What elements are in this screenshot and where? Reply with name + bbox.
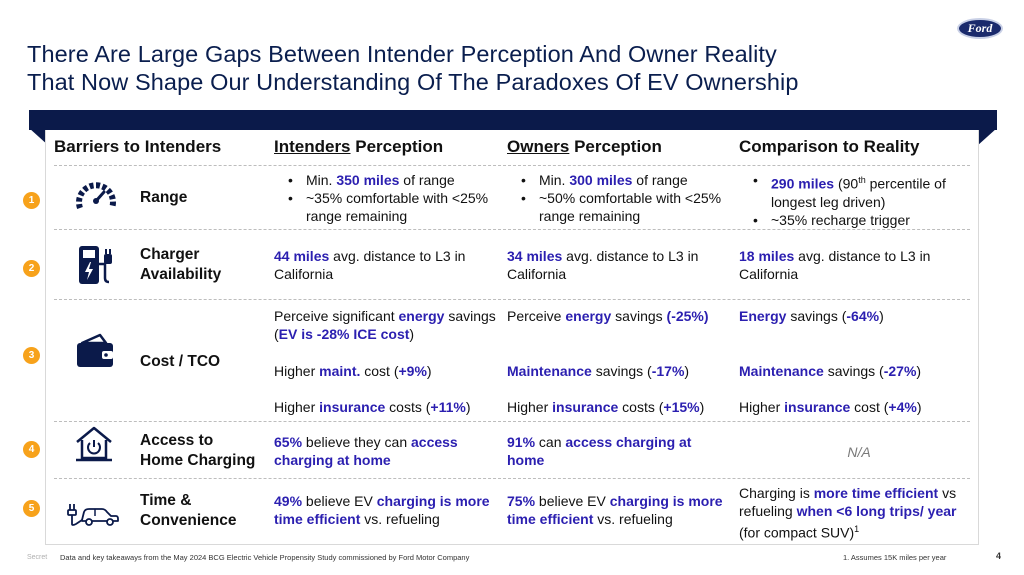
cell-home-reality: N/A	[847, 444, 871, 460]
list-item: ~50% comfortable with <25% range remaini…	[507, 189, 737, 225]
row-divider	[54, 421, 970, 422]
title-line-2: That Now Shape Our Understanding Of The …	[27, 69, 799, 95]
cell-charger-reality: 18 miles avg. distance to L3 in Californ…	[739, 248, 931, 282]
banner-tab-right	[977, 128, 997, 146]
header-intenders: Intenders Perception	[274, 137, 444, 156]
header-owners: Owners Perception	[507, 137, 662, 156]
charging-station-icon	[79, 246, 112, 284]
cell-charger-intenders: 44 miles avg. distance to L3 in Californ…	[274, 248, 466, 282]
cell-cost-intenders-insurance: Higher insurance costs (+11%)	[274, 399, 471, 415]
list-item: Min. 350 miles of range	[274, 171, 504, 189]
cell-home-owners: 91% can access charging at home	[507, 434, 692, 468]
row-label-cost: Cost / TCO	[140, 353, 221, 370]
car-plug-icon	[67, 504, 119, 526]
cell-cost-intenders-maint: Higher maint. cost (+9%)	[274, 363, 432, 379]
cell-cost-reality-insurance: Higher insurance cost (+4%)	[739, 399, 922, 415]
slide-title: There Are Large Gaps Between Intender Pe…	[27, 40, 799, 96]
cell-time-intenders: 49% believe EV charging is more time eff…	[274, 493, 490, 527]
row-label-home: Access to Home Charging	[140, 432, 256, 469]
row-divider	[54, 229, 970, 230]
cell-time-reality: Charging is more time efficient vs refue…	[739, 485, 957, 541]
cell-cost-reality-maint: Maintenance savings (-27%)	[739, 363, 922, 379]
row-number-badge: 2	[23, 260, 40, 277]
list-item: ~35% comfortable with <25% range remaini…	[274, 189, 504, 225]
row-label-range: Range	[140, 189, 188, 206]
cell-cost-reality-energy: Energy savings (-64%)	[739, 308, 884, 324]
home-power-icon	[76, 426, 112, 462]
row-divider	[54, 165, 970, 166]
list-item: ~35% recharge trigger	[739, 211, 971, 229]
list-item: Min. 300 miles of range	[507, 171, 737, 189]
wallet-icon	[77, 333, 113, 367]
header-barriers: Barriers to Intenders	[54, 137, 222, 156]
cell-cost-intenders-energy: Perceive significant energy savings (EV …	[274, 308, 496, 342]
cell-range-owners: Min. 300 miles of range ~50% comfortable…	[507, 171, 737, 225]
title-line-1: There Are Large Gaps Between Intender Pe…	[27, 41, 777, 67]
row-divider	[54, 478, 970, 479]
cell-charger-owners: 34 miles avg. distance to L3 in Californ…	[507, 248, 699, 282]
ford-logo: Ford	[957, 18, 1003, 39]
cell-range-intenders: Min. 350 miles of range ~35% comfortable…	[274, 171, 504, 225]
classification-label: Secret	[27, 554, 48, 561]
row-divider	[54, 299, 970, 300]
footnote: 1. Assumes 15K miles per year	[843, 553, 947, 562]
row-number-badge: 4	[23, 441, 40, 458]
cell-cost-owners-insurance: Higher insurance costs (+15%)	[507, 399, 705, 415]
row-number-badge: 3	[23, 347, 40, 364]
cell-cost-owners-energy: Perceive energy savings (-25%)	[507, 308, 709, 324]
row-label-charger: Charger Availability	[140, 246, 222, 283]
cell-cost-owners-maint: Maintenance savings (-17%)	[507, 363, 690, 379]
speedometer-icon	[76, 182, 116, 210]
header-banner	[29, 110, 997, 130]
row-label-time: Time & Convenience	[140, 492, 237, 529]
page-number: 4	[996, 551, 1002, 561]
cell-range-reality: 290 miles (90th percentile of longest le…	[739, 171, 971, 229]
header-reality: Comparison to Reality	[739, 137, 920, 156]
list-item: 290 miles (90th percentile of longest le…	[739, 171, 971, 211]
cell-home-intenders: 65% believe they can access charging at …	[274, 434, 458, 468]
row-number-badge: 5	[23, 500, 40, 517]
row-number-badge: 1	[23, 192, 40, 209]
cell-time-owners: 75% believe EV charging is more time eff…	[507, 493, 723, 527]
source-note: Data and key takeaways from the May 2024…	[60, 553, 470, 562]
